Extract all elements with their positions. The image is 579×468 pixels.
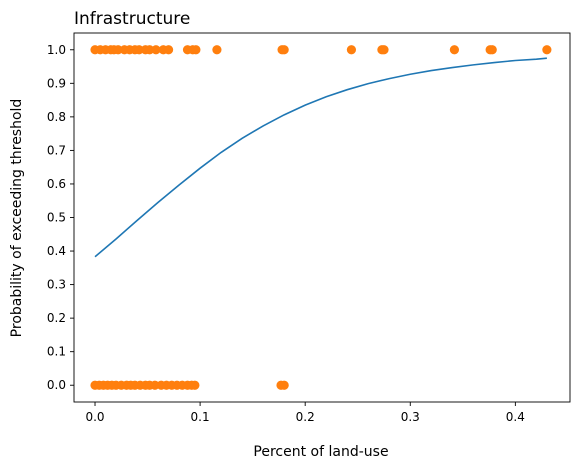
data-point [113, 45, 123, 55]
data-point [279, 45, 289, 55]
x-tick-label: 0.3 [401, 410, 420, 424]
y-tick-label: 0.1 [47, 345, 66, 359]
data-point [134, 45, 144, 55]
y-tick-label: 0.4 [47, 244, 66, 258]
y-tick-label: 0.8 [47, 110, 66, 124]
x-tick-label: 0.1 [191, 410, 210, 424]
y-tick-label: 0.3 [47, 278, 66, 292]
data-point [346, 45, 357, 55]
x-tick-label: 0.2 [296, 410, 315, 424]
y-tick-label: 0.2 [47, 311, 66, 325]
x-tick-label: 0.4 [506, 410, 525, 424]
data-point [379, 45, 389, 55]
data-point [487, 45, 497, 55]
plot-frame [73, 32, 571, 403]
data-point [190, 380, 200, 390]
x-tick-label: 0.0 [85, 410, 104, 424]
data-point [542, 45, 552, 55]
y-tick-label: 1.0 [47, 43, 66, 57]
chart-title: Infrastructure [74, 9, 190, 29]
x-axis-label: Percent of land-use [253, 444, 388, 460]
plot-area [90, 45, 552, 390]
y-tick-label: 0.5 [47, 211, 66, 225]
data-point [212, 45, 222, 55]
y-tick-label: 0.7 [47, 143, 66, 157]
data-point [163, 45, 174, 55]
data-point [449, 45, 460, 55]
data-point [151, 45, 161, 55]
y-tick-label: 0.0 [47, 378, 66, 392]
data-point [150, 380, 160, 390]
y-axis-label: Probability of exceeding threshold [9, 99, 25, 338]
y-tick-label: 0.9 [47, 76, 66, 90]
data-point [279, 380, 289, 390]
data-point [191, 45, 201, 55]
data-point [145, 45, 155, 55]
axes: 0.0 0.1 0.2 0.3 0.4 0.0 0.1 0.2 0.3 0.4 0.5 0.6 0.7 0… [47, 32, 571, 424]
fit-curve [94, 57, 547, 258]
y-tick-label: 0.6 [47, 177, 66, 191]
